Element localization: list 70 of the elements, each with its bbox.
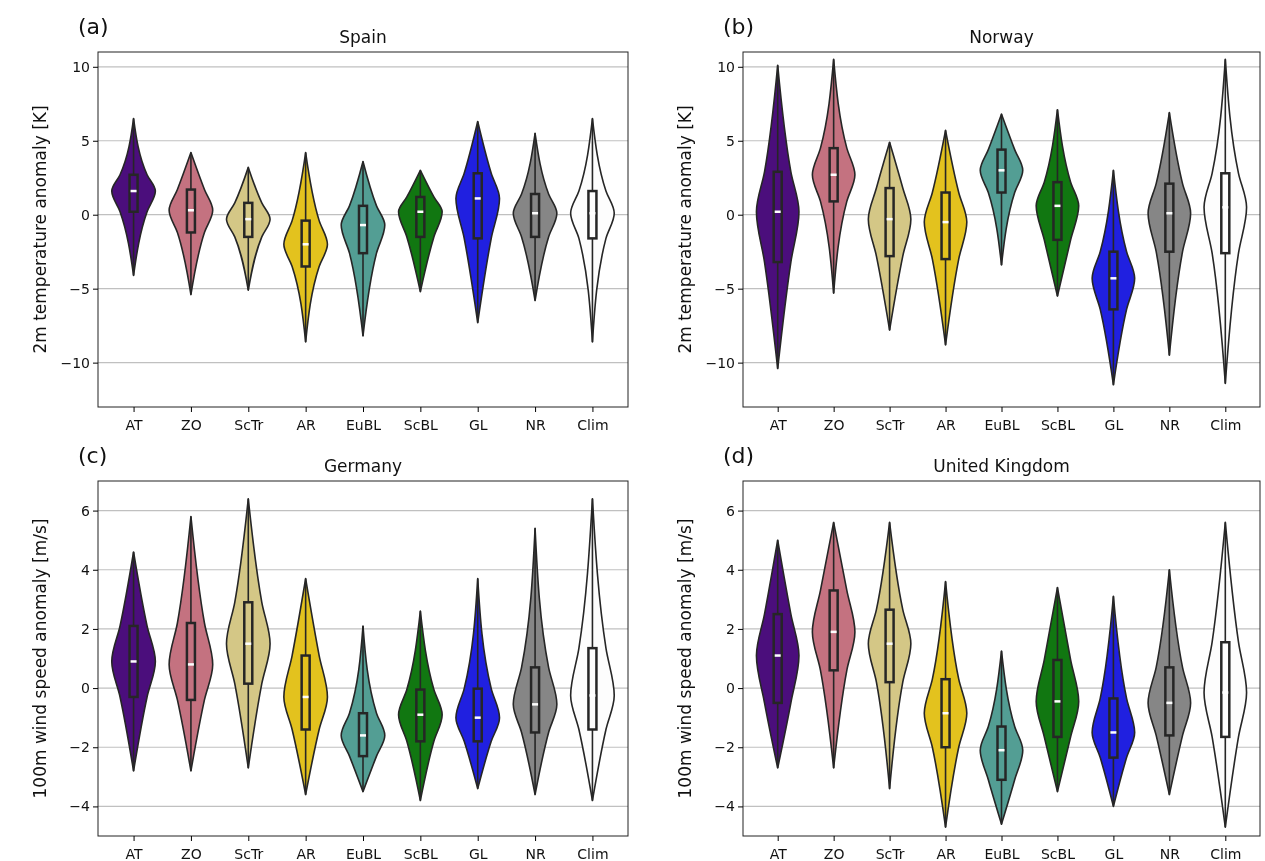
x-tick-label: AT	[769, 846, 788, 861]
x-tick-label: ScBL	[403, 846, 439, 861]
x-tick-label: AR	[296, 417, 317, 434]
x-tick-label: ScTr	[234, 417, 264, 434]
x-tick-label: ScBL	[1040, 417, 1076, 434]
x-tick-label: ScTr	[875, 417, 905, 434]
x-tick-label: AR	[296, 846, 317, 861]
x-tick-label: Clim	[577, 846, 609, 861]
x-tick-label: Clim	[1210, 417, 1242, 434]
x-tick-label: EuBL	[984, 417, 1020, 434]
y-tick-label: −10	[705, 354, 735, 371]
y-tick-label: 4	[81, 561, 91, 578]
y-tick-label: 2	[81, 620, 90, 637]
y-tick-label: 5	[81, 132, 90, 149]
y-tick-label: 6	[726, 502, 736, 519]
x-tick-label: Clim	[1210, 846, 1242, 861]
y-axis-title: 100m wind speed anomaly [m/s]	[30, 518, 50, 799]
y-tick-label: −2	[69, 739, 90, 756]
y-tick-label: −2	[714, 739, 735, 756]
x-tick-label: AR	[936, 846, 956, 861]
x-tick-label: AT	[125, 417, 144, 434]
x-tick-label: GL	[468, 846, 488, 861]
y-tick-label: 10	[717, 58, 735, 75]
x-tick-label: ScBL	[1040, 846, 1076, 861]
y-tick-label: −10	[60, 354, 90, 371]
y-axis-title: 100m wind speed anomaly [m/s]	[675, 518, 695, 799]
y-tick-label: −4	[69, 798, 91, 815]
y-tick-label: 2	[726, 620, 735, 637]
y-tick-label: 10	[72, 58, 90, 75]
x-tick-label: AT	[769, 417, 788, 434]
chart-title: Germany	[323, 456, 403, 476]
x-tick-label: AT	[125, 846, 144, 861]
y-tick-label: 4	[726, 561, 736, 578]
x-tick-label: GL	[1104, 846, 1124, 861]
y-axis-title: 2m temperature anomaly [K]	[675, 105, 695, 354]
y-tick-label: −5	[714, 280, 735, 297]
y-tick-label: −5	[69, 280, 90, 297]
x-tick-label: ScTr	[234, 846, 264, 861]
x-tick-label: ScTr	[875, 846, 905, 861]
chart-title: Spain	[339, 27, 387, 47]
y-tick-label: 0	[726, 680, 735, 697]
y-tick-label: −4	[714, 798, 736, 815]
x-tick-label: NR	[525, 846, 546, 861]
text: (b)	[723, 14, 755, 39]
y-tick-label: 0	[81, 206, 90, 223]
text: (a)	[78, 14, 109, 39]
x-tick-label: Clim	[577, 417, 609, 434]
y-tick-label: 0	[726, 206, 735, 223]
x-tick-label: AR	[936, 417, 956, 434]
text: (d)	[723, 443, 755, 468]
x-tick-label: NR	[1159, 846, 1181, 861]
chart-title: United Kingdom	[933, 456, 1070, 476]
x-tick-label: EuBL	[345, 846, 382, 861]
x-tick-label: ZO	[823, 846, 845, 861]
x-tick-label: EuBL	[345, 417, 382, 434]
x-tick-label: ZO	[181, 846, 202, 861]
x-tick-label: GL	[1104, 417, 1124, 434]
y-axis-title: 2m temperature anomaly [K]	[30, 105, 50, 354]
x-tick-label: NR	[525, 417, 546, 434]
y-tick-label: 6	[81, 502, 91, 519]
y-tick-label: 5	[726, 132, 735, 149]
x-tick-label: GL	[468, 417, 488, 434]
x-tick-label: EuBL	[984, 846, 1020, 861]
x-tick-label: ScBL	[403, 417, 439, 434]
chart-title: Norway	[969, 27, 1034, 47]
x-tick-label: ZO	[823, 417, 845, 434]
y-tick-label: 0	[81, 680, 90, 697]
x-tick-label: ZO	[181, 417, 202, 434]
x-tick-label: NR	[1159, 417, 1181, 434]
text: (c)	[78, 443, 108, 468]
